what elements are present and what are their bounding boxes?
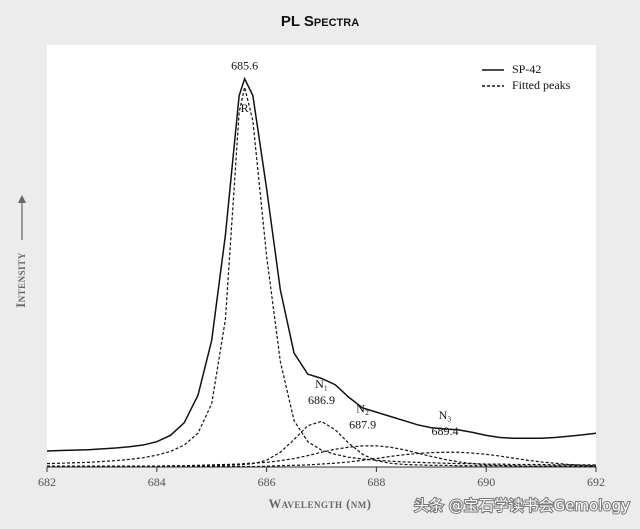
x-tick-label: 682 (38, 475, 56, 489)
peak-label: R (241, 101, 249, 115)
line (47, 451, 597, 468)
peak-label: N₂ (356, 402, 369, 416)
line (46, 76, 597, 452)
x-tick-label: 690 (477, 475, 495, 489)
x-tick-label: 688 (367, 475, 385, 489)
peak-label: 689.4 (432, 424, 459, 438)
peak-label: 687.9 (349, 418, 376, 432)
peak-label: N₃ (439, 408, 452, 422)
y-axis-label: Intensity (14, 252, 28, 307)
x-axis-label: Wavelength (nm) (269, 497, 372, 511)
y-arrow (18, 195, 26, 240)
peak-label: 685.6 (231, 59, 258, 73)
legend-label: Fitted peaks (512, 78, 571, 92)
x-tick-label: 692 (587, 475, 605, 489)
x-tick-label: 684 (148, 475, 166, 489)
x-tick-label: 686 (258, 475, 276, 489)
chart-title: PL Spectra (281, 13, 359, 30)
line (47, 420, 596, 467)
plot-area (47, 45, 596, 467)
legend-label: SP-42 (512, 62, 541, 76)
peak-label: N₁ (315, 377, 328, 391)
peak-label: 686.9 (308, 393, 335, 407)
watermark: 头条 @宝石学读书会Gemology (414, 497, 630, 515)
